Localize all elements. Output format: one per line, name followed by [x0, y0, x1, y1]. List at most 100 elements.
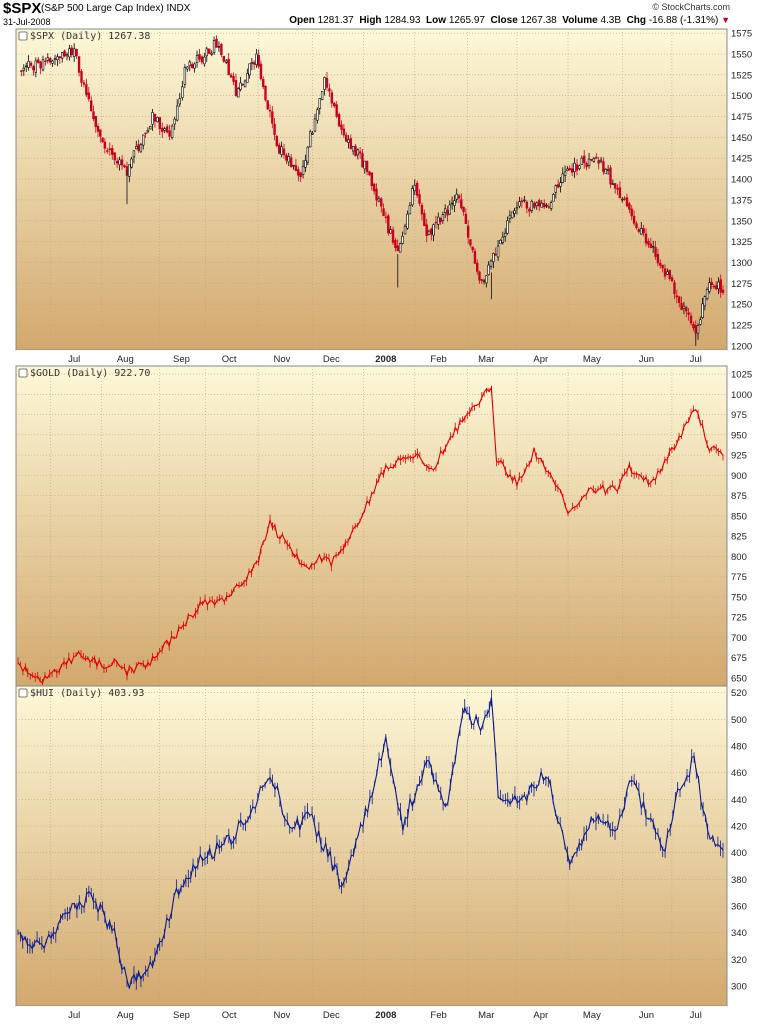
candle-body: [32, 66, 35, 71]
candle-body: [432, 224, 435, 236]
candle-body: [243, 80, 247, 88]
candle-body: [710, 281, 713, 286]
change-label: Chg: [626, 15, 647, 26]
candle-body: [450, 202, 454, 205]
candle-body: [471, 246, 474, 251]
y-tick-label: 750: [731, 592, 747, 603]
candle-body: [135, 146, 138, 150]
candle-body: [561, 173, 564, 183]
high-label: High: [359, 15, 382, 26]
candle-body: [27, 60, 30, 68]
y-tick-label: 500: [731, 715, 747, 726]
candle-body: [41, 59, 45, 71]
y-tick-label: 900: [731, 471, 747, 482]
x-tick-label: Oct: [222, 1010, 237, 1021]
candle-body: [476, 262, 479, 272]
candle-body: [137, 144, 140, 151]
candle-body: [682, 305, 686, 309]
y-tick-label: 1550: [731, 50, 752, 61]
candle-body: [292, 164, 295, 167]
candle-body: [462, 206, 465, 213]
candle-body: [330, 92, 334, 104]
x-tick-label: Aug: [117, 1010, 134, 1021]
candle-body: [237, 88, 240, 98]
x-tick-label: Nov: [273, 1010, 290, 1021]
candle-body: [423, 213, 426, 227]
y-tick-label: 875: [731, 491, 747, 502]
candle-body: [158, 117, 162, 130]
y-tick-label: 675: [731, 653, 747, 664]
close-value: 1267.38: [520, 15, 557, 26]
x-tick-label: Jun: [639, 1010, 654, 1021]
candle-body: [708, 282, 711, 292]
candle-body: [289, 157, 293, 167]
candle-body: [673, 282, 676, 295]
candle-body: [217, 46, 221, 48]
candle-body: [570, 168, 574, 173]
series-line: [18, 697, 724, 989]
candle-body: [132, 150, 136, 158]
candle-body: [99, 129, 102, 137]
candle-body: [508, 215, 512, 219]
candle-body: [34, 60, 38, 73]
candle-body: [294, 165, 298, 171]
candle-body: [299, 172, 302, 178]
candle-body: [616, 187, 619, 190]
candle-body: [637, 229, 641, 232]
candle-body: [413, 184, 416, 192]
candle-body: [554, 185, 558, 193]
y-tick-label: 1000: [731, 390, 752, 401]
candle-body: [51, 60, 54, 64]
candle-body: [425, 224, 428, 236]
candle-body: [427, 230, 431, 235]
candle-body: [225, 60, 228, 63]
candle-body: [304, 160, 307, 168]
candle-body: [165, 126, 169, 133]
candle-body: [415, 182, 419, 196]
candle-body: [677, 296, 681, 303]
candle-body: [644, 233, 648, 244]
x-tick-label: Jul: [68, 354, 80, 365]
candle-body: [597, 160, 600, 164]
y-tick-label: 650: [731, 673, 747, 684]
candle-body: [552, 194, 555, 202]
x-tick-label: Sep: [173, 1010, 190, 1021]
candle-body: [394, 240, 397, 248]
candle-body: [58, 56, 61, 59]
close-label: Close: [490, 15, 518, 26]
candle-body: [195, 55, 199, 63]
candle-body: [518, 201, 521, 207]
y-tick-label: 1350: [731, 216, 752, 227]
candle-body: [342, 128, 346, 136]
candle-body: [22, 67, 26, 71]
candle-body: [573, 162, 576, 173]
candle-body: [220, 43, 223, 56]
candle-body: [530, 200, 534, 211]
x-tick-label: Dec: [323, 354, 340, 365]
candle-body: [714, 285, 718, 290]
candle-body: [455, 193, 458, 200]
candle-body: [20, 70, 23, 72]
y-tick-label: 975: [731, 410, 747, 421]
x-axis-strip: [16, 1006, 727, 1024]
candle-body: [595, 157, 598, 159]
candle-body: [654, 247, 657, 257]
candle-body: [337, 114, 341, 127]
candle-body: [473, 250, 477, 264]
candle-body: [49, 58, 52, 63]
open-value: 1281.37: [317, 15, 354, 26]
candle-body: [651, 245, 655, 248]
candle-body: [96, 126, 100, 132]
candle-body: [111, 147, 114, 155]
candle-body: [248, 63, 251, 76]
candle-body: [333, 102, 336, 107]
candle-body: [401, 236, 404, 244]
candle-body: [692, 323, 695, 329]
candle-body: [482, 280, 486, 282]
chart-panel-1: 1200 1225 1250 1275 1300 1325 1350 1375 1400 1425…: [15, 28, 752, 366]
y-tick-label: 1300: [731, 258, 752, 269]
candle-body: [264, 85, 267, 101]
candle-body: [183, 67, 187, 85]
y-tick-label: 700: [731, 633, 747, 644]
candle-body: [663, 268, 667, 277]
